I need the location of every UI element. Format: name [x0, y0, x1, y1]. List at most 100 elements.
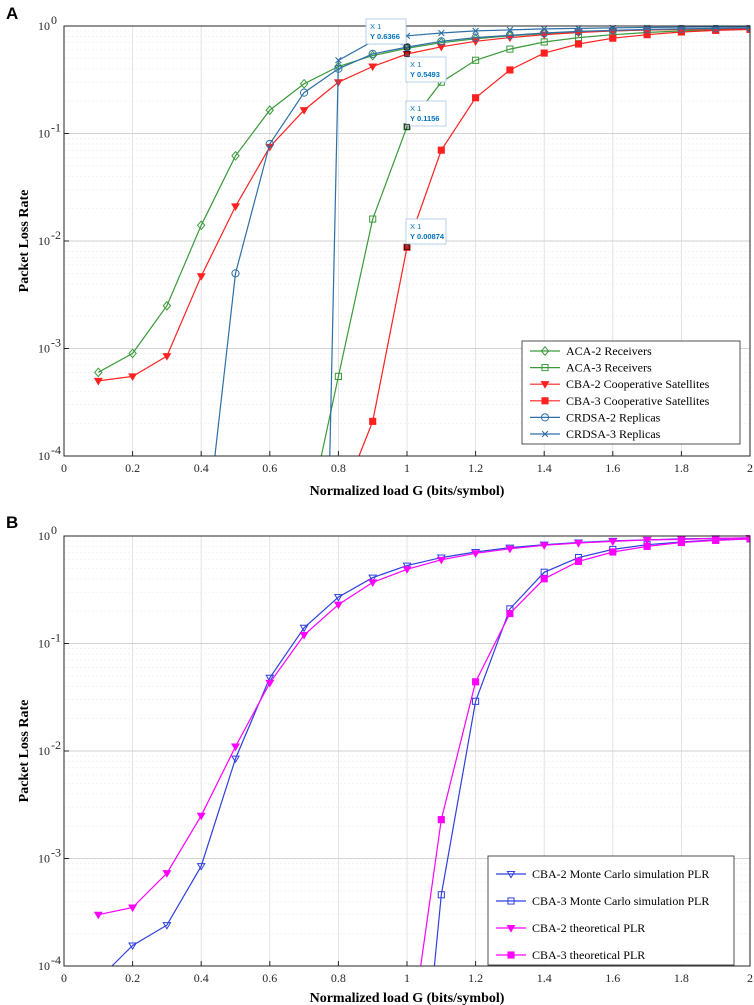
- datatip-x: X 1: [370, 22, 381, 31]
- x-tick-label: 1.6: [605, 971, 620, 985]
- x-tick-label: 0.2: [125, 971, 140, 985]
- x-axis-label: Normalized load G (bits/symbol): [310, 484, 505, 499]
- y-tick-label: 10: [38, 637, 50, 651]
- legend-marker: [540, 413, 550, 422]
- data-point: [333, 601, 343, 610]
- data-point: [196, 812, 206, 821]
- data-point: [300, 88, 309, 97]
- data-point: [162, 922, 172, 930]
- data-point: [93, 911, 103, 920]
- data-point: [368, 579, 378, 588]
- y-tick-label: 10: [38, 127, 50, 141]
- legend-item: CBA-3 Cooperative Satellites: [530, 394, 710, 408]
- data-point: [609, 548, 617, 556]
- datatip-box: [405, 100, 447, 127]
- datatip-anchor: [404, 51, 410, 57]
- legend-label: CBA-2 Cooperative Satellites: [566, 377, 710, 391]
- data-point: [574, 540, 583, 548]
- legend-label: ACA-2 Receivers: [566, 344, 652, 358]
- data-point: [231, 150, 240, 161]
- x-tick-label: 1.8: [674, 461, 689, 475]
- data-point: [402, 562, 412, 571]
- data-point: [471, 33, 480, 42]
- legend-item: ACA-2 Receivers: [530, 344, 652, 358]
- datatip-y: Y 0.5493: [410, 70, 440, 79]
- datatip-anchor: [404, 123, 410, 130]
- datatip[interactable]: X 1Y 0.00874: [404, 218, 447, 251]
- x-tick-label: 0: [61, 971, 67, 985]
- data-point: [368, 63, 378, 72]
- series-line: [320, 28, 750, 457]
- data-point: [505, 31, 514, 40]
- y-tick-exponent: 0: [51, 523, 57, 537]
- legend-marker: [541, 364, 549, 372]
- data-point: [678, 25, 685, 31]
- data-point: [196, 220, 206, 231]
- legend-marker: [506, 870, 516, 879]
- datatip-y: Y 0.1156: [410, 114, 439, 123]
- x-tick-label: 1: [404, 461, 410, 475]
- data-point: [539, 542, 549, 550]
- data-point: [162, 353, 172, 361]
- data-point: [472, 697, 480, 705]
- data-point: [94, 367, 103, 378]
- panel-label: B: [6, 513, 18, 532]
- datatip-box: [405, 218, 447, 245]
- legend-item: CBA-2 Monte Carlo simulation PLR: [496, 867, 709, 881]
- data-point: [231, 269, 240, 278]
- legend-item: CBA-2 Cooperative Satellites: [530, 377, 710, 391]
- x-axis-label: Normalized load G (bits/symbol): [310, 991, 505, 1005]
- data-point: [437, 146, 445, 154]
- data-point: [299, 107, 309, 115]
- data-point: [436, 43, 446, 52]
- data-point: [368, 49, 377, 59]
- data-point: [231, 755, 240, 764]
- y-tick-label: 10: [38, 449, 50, 463]
- data-point: [711, 25, 720, 33]
- legend: ACA-2 Receivers ACA-3 Receivers CBA-2 Coop…: [521, 340, 741, 445]
- data-point: [643, 542, 651, 550]
- data-point: [472, 94, 480, 102]
- x-tick-label: 1.2: [468, 461, 483, 475]
- y-axis-label: Packet Loss Rate: [17, 190, 32, 293]
- data-point: [368, 574, 378, 583]
- data-point: [402, 566, 412, 574]
- legend-item: CBA-2 theoretical PLR: [496, 921, 645, 935]
- datatip[interactable]: X 1Y 0.1156: [404, 100, 447, 130]
- x-tick-label: 1: [404, 971, 410, 985]
- legend-label: CRDSA-3 Replicas: [566, 427, 661, 441]
- data-point: [437, 37, 446, 46]
- data-point: [506, 609, 514, 618]
- legend-box: [521, 340, 741, 445]
- y-tick-exponent: 0: [51, 13, 57, 27]
- data-point: [472, 678, 480, 686]
- data-point: [609, 34, 617, 42]
- data-point: [677, 25, 686, 33]
- data-point: [369, 417, 377, 425]
- datatip[interactable]: X 1Y 0.5493: [404, 51, 447, 83]
- series-4: [420, 535, 750, 967]
- legend-item: CRDSA-2 Replicas: [530, 410, 661, 424]
- y-tick-label: 10: [38, 744, 50, 758]
- datatip[interactable]: X 1Y 0.6366: [365, 18, 410, 50]
- data-point: [608, 26, 617, 35]
- data-point: [506, 45, 514, 53]
- x-tick-label: 1.8: [674, 971, 689, 985]
- datatip-y: Y 0.6366: [370, 32, 400, 41]
- data-point: [128, 348, 137, 359]
- data-point: [540, 25, 548, 33]
- data-point: [574, 40, 583, 48]
- legend-marker: [540, 381, 550, 389]
- y-axis-label: Packet Loss Rate: [17, 700, 32, 803]
- data-point: [335, 56, 342, 64]
- data-point: [333, 594, 343, 602]
- datatip-x: X 1: [410, 104, 421, 113]
- datatip-anchor: [404, 244, 410, 251]
- datatip-box: [405, 56, 447, 83]
- datatip-box: [365, 18, 407, 45]
- x-tick-label: 1.4: [537, 971, 552, 985]
- data-point: [299, 624, 309, 633]
- legend-label: CBA-2 Monte Carlo simulation PLR: [532, 867, 709, 881]
- y-tick-exponent: -4: [51, 443, 61, 457]
- y-tick-label: 10: [38, 852, 50, 866]
